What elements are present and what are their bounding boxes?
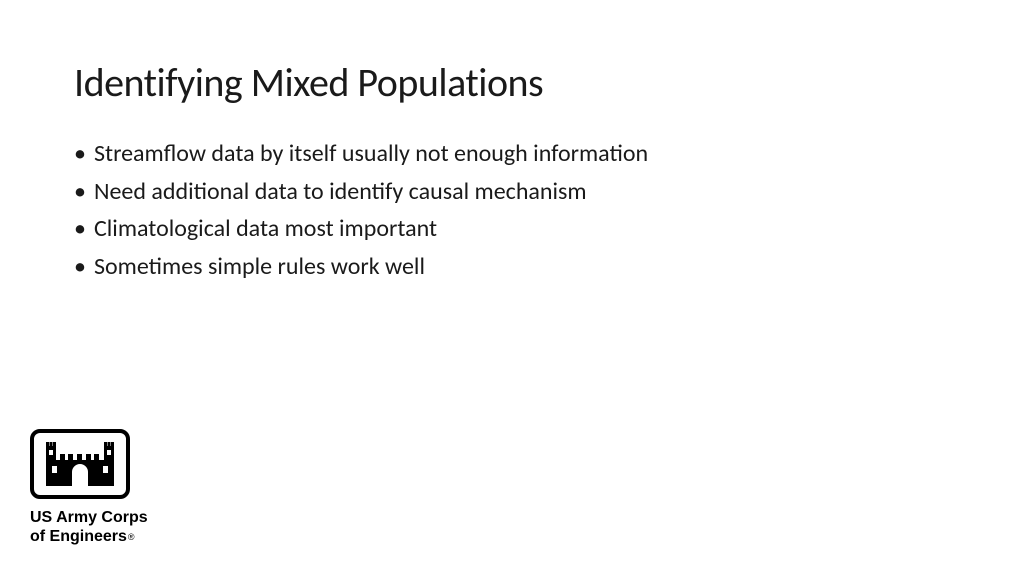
- org-line-2: of Engineers: [30, 528, 127, 545]
- bullet-item: Climatological data most important: [74, 212, 950, 246]
- org-name: US Army Corps of Engineers®: [30, 509, 148, 546]
- slide-title: Identifying Mixed Populations: [74, 58, 950, 107]
- castle-icon: [30, 429, 130, 499]
- bullet-list: Streamflow data by itself usually not en…: [74, 137, 950, 283]
- bullet-item: Sometimes simple rules work well: [74, 250, 950, 284]
- usace-logo: US Army Corps of Engineers®: [30, 429, 148, 546]
- slide-content: Identifying Mixed Populations Streamflow…: [0, 0, 1024, 283]
- registered-mark: ®: [128, 532, 135, 542]
- org-line-1: US Army Corps: [30, 509, 148, 526]
- bullet-item: Need additional data to identify causal …: [74, 175, 950, 209]
- bullet-item: Streamflow data by itself usually not en…: [74, 137, 950, 171]
